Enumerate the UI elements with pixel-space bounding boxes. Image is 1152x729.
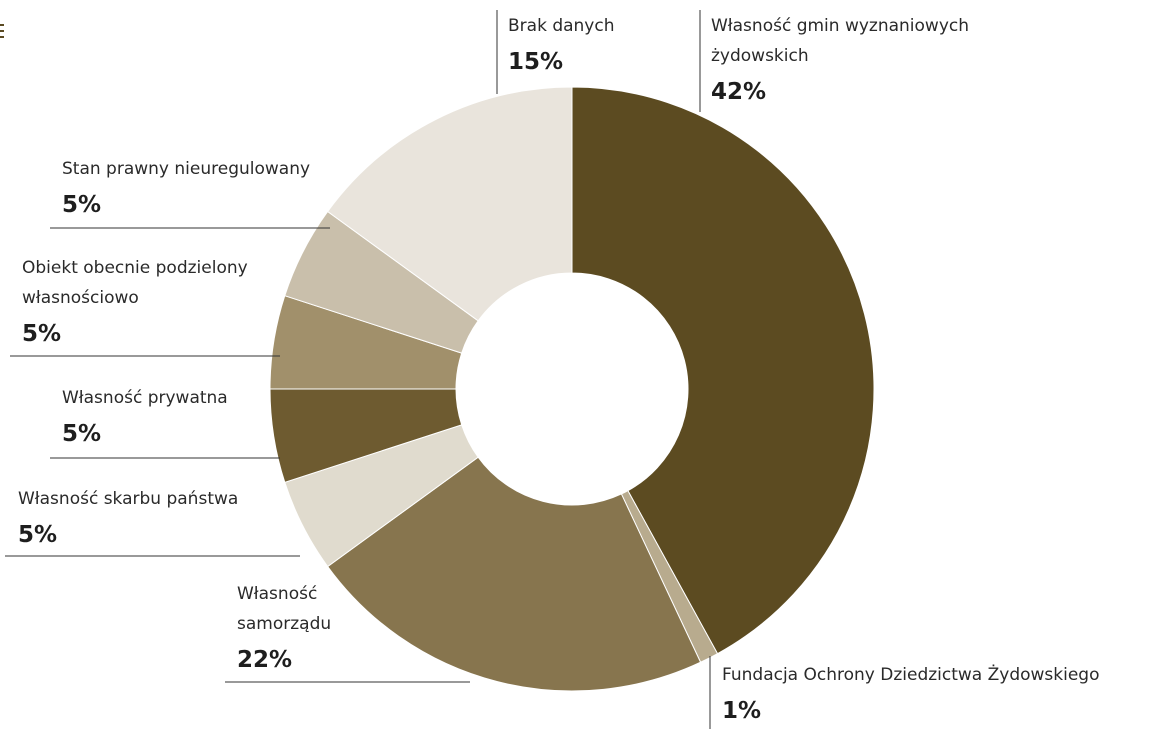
slice-value-0: 42% <box>711 79 766 105</box>
slice-value-2: 22% <box>237 647 292 673</box>
edge-mark <box>0 24 4 48</box>
pie-slice-7 <box>326 86 573 322</box>
slice-value-4: 5% <box>62 421 101 447</box>
slice-value-5: 5% <box>22 321 61 347</box>
slice-label-5-line-1: własnościowo <box>22 288 139 308</box>
slice-value-6: 5% <box>62 192 101 218</box>
slice-label-1-line-0: Fundacja Ochrony Dziedzictwa Żydowskiego <box>722 664 1100 685</box>
slice-value-1: 1% <box>722 698 761 724</box>
labels-group: Własność gmin wyznaniowych żydowskich 42% F… <box>5 10 1100 729</box>
slice-label-2-line-1: samorządu <box>237 614 331 634</box>
pie-slice-2 <box>326 456 702 692</box>
slices-group <box>269 86 875 692</box>
slice-label-7-line-0: Brak danych <box>508 16 614 36</box>
slice-label-2-line-0: Własność <box>237 584 317 604</box>
slice-label-3-line-0: Własność skarbu państwa <box>18 489 238 509</box>
slice-label-0-line-1: żydowskich <box>711 46 809 66</box>
slice-value-3: 5% <box>18 522 57 548</box>
slice-label-6-line-0: Stan prawny nieuregulowany <box>62 159 310 179</box>
slice-label-4-line-0: Własność prywatna <box>62 388 228 408</box>
pie-slice-0 <box>571 86 875 655</box>
slice-value-7: 15% <box>508 49 563 75</box>
slice-label-5-line-0: Obiekt obecnie podzielony <box>22 258 248 278</box>
slice-label-0-line-0: Własność gmin wyznaniowych <box>711 16 969 36</box>
